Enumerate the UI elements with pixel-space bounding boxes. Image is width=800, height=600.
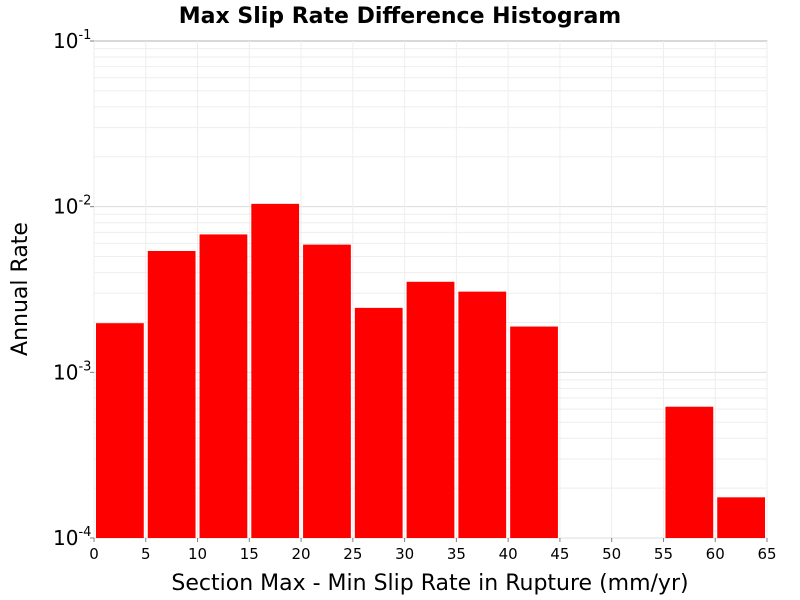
x-axis-ticks: 0 5 10 15 20 25 30 35 40 45 50 55 60 65 — [89, 538, 777, 563]
x-tick-label: 50 — [602, 545, 621, 563]
bar — [406, 281, 455, 538]
bar — [199, 234, 248, 538]
y-tick-label: 10-3 — [53, 359, 91, 384]
x-tick-label: 25 — [343, 545, 362, 563]
x-axis-label: Section Max - Min Slip Rate in Rupture (… — [171, 571, 688, 596]
bar — [458, 291, 507, 538]
bar — [303, 244, 351, 538]
x-tick-label: 0 — [89, 545, 99, 563]
bars — [96, 203, 765, 539]
bar — [354, 307, 403, 538]
chart-title: Max Slip Rate Difference Histogram — [179, 4, 621, 29]
bar — [147, 251, 196, 538]
x-tick-label: 40 — [499, 545, 518, 563]
x-tick-label: 15 — [240, 545, 259, 563]
y-tick-label: 10-1 — [53, 28, 91, 53]
bar — [717, 497, 765, 538]
y-tick-label: 10-4 — [53, 525, 91, 550]
x-tick-label: 20 — [292, 545, 311, 563]
y-axis-label: Annual Rate — [8, 222, 33, 356]
x-tick-label: 45 — [550, 545, 569, 563]
y-tick-label: 10-2 — [53, 194, 91, 219]
bar — [251, 203, 300, 539]
x-tick-label: 35 — [447, 545, 466, 563]
x-tick-label: 55 — [654, 545, 673, 563]
bar — [510, 326, 558, 538]
x-tick-label: 60 — [706, 545, 725, 563]
y-axis-ticks: 10-1 10-2 10-3 10-4 — [53, 28, 94, 550]
x-tick-label: 10 — [188, 545, 207, 563]
x-tick-label: 65 — [757, 545, 776, 563]
bar — [96, 323, 144, 538]
x-tick-label: 30 — [395, 545, 414, 563]
bar — [665, 406, 714, 538]
x-tick-label: 5 — [141, 545, 151, 563]
